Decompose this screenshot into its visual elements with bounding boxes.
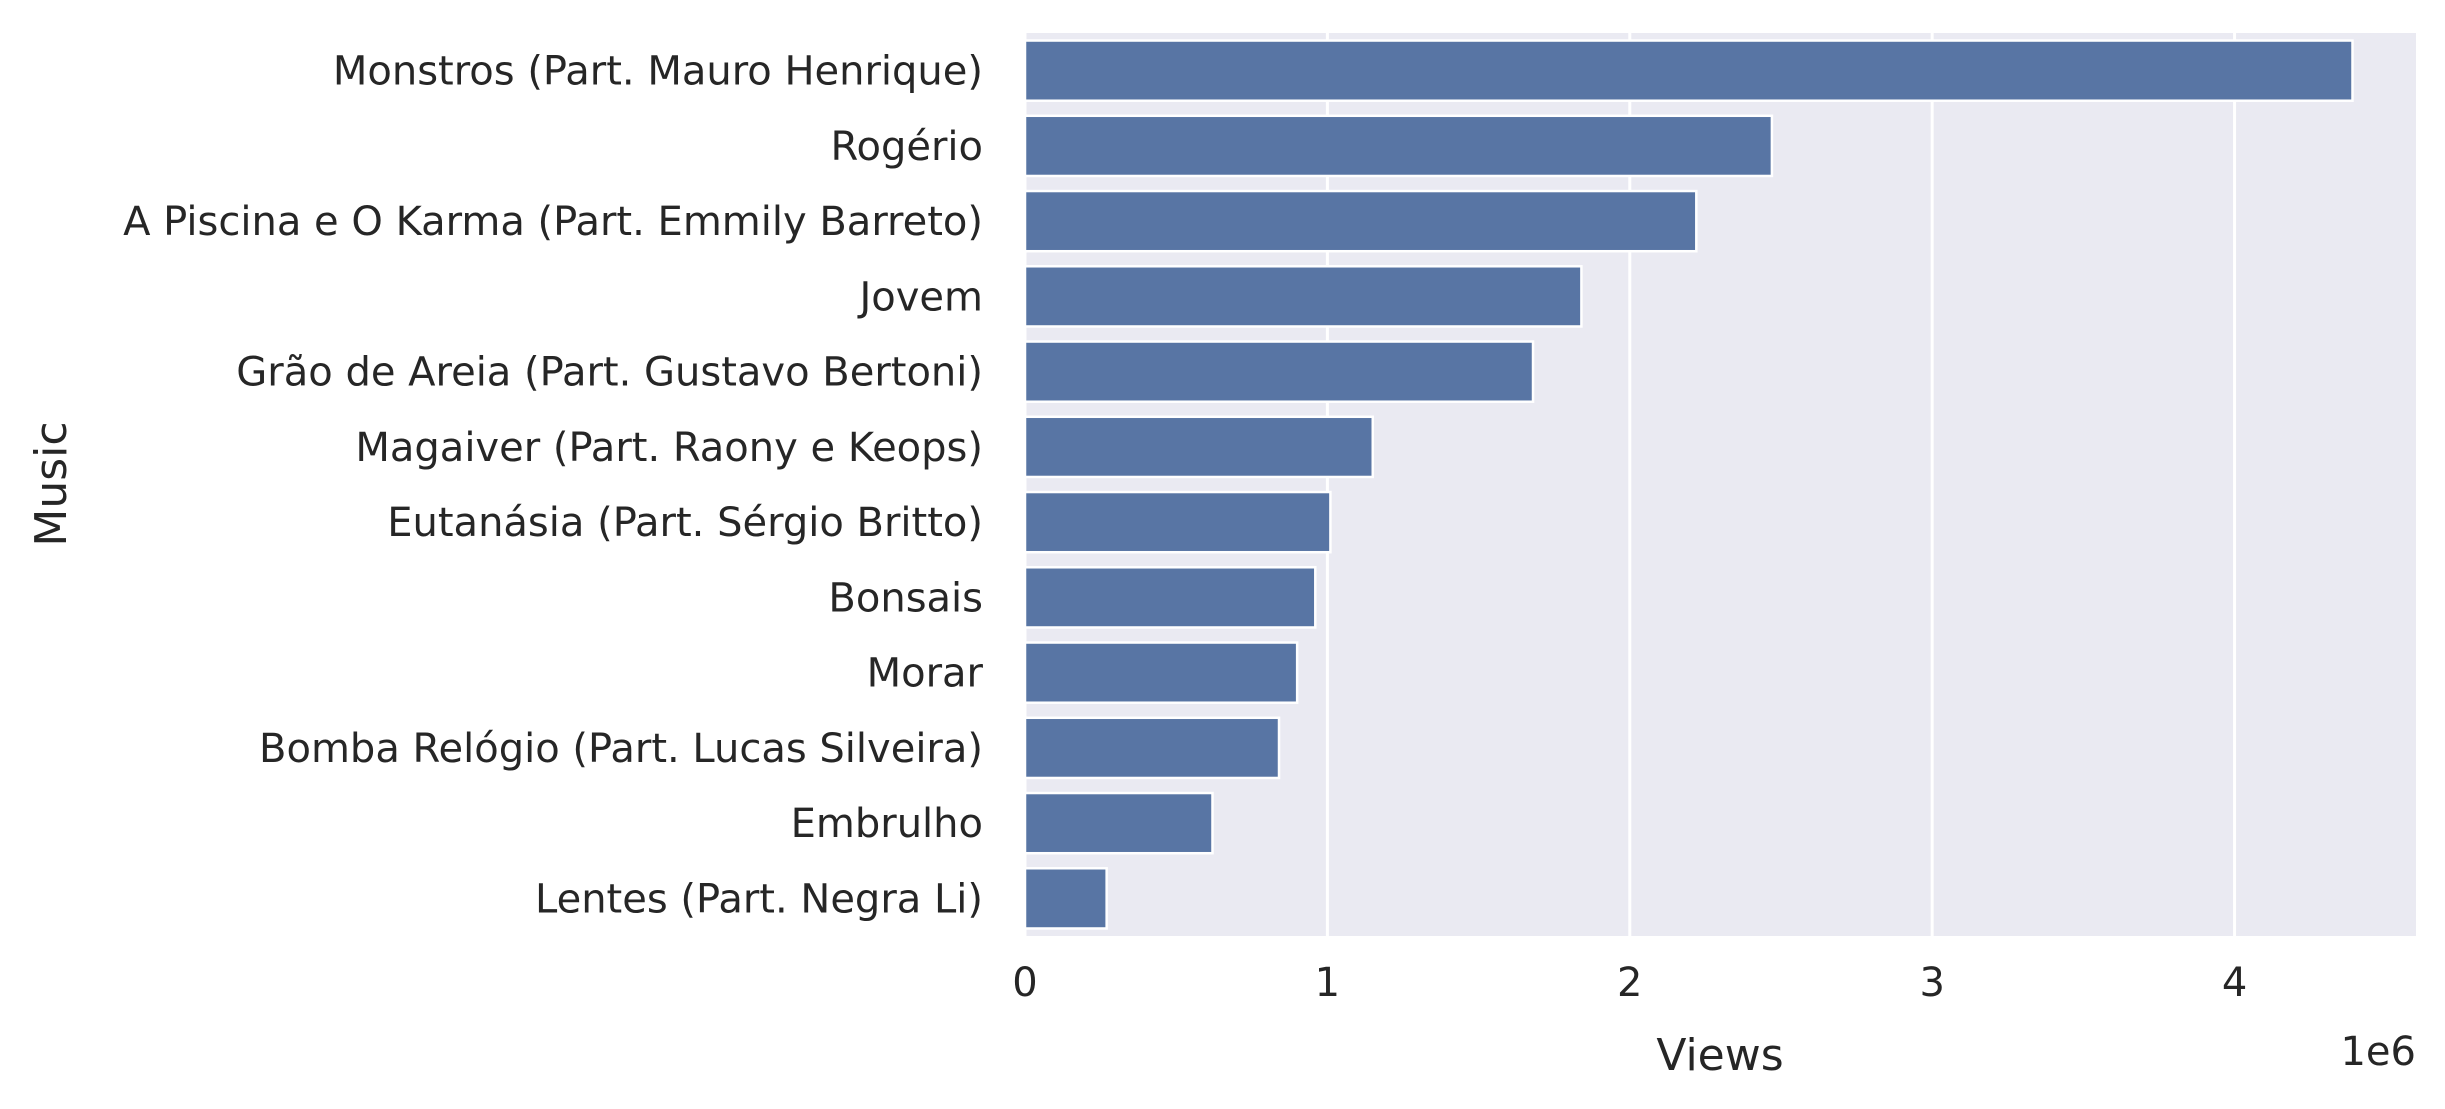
bar	[1023, 867, 1108, 930]
bar	[1023, 39, 2354, 102]
x-tick-label: 1	[1315, 960, 1340, 1006]
y-tick-label: Magaiver (Part. Raony e Keops)	[355, 425, 983, 471]
bar	[1023, 791, 1214, 855]
y-tick-labels: Monstros (Part. Mauro Henrique) Rogério A …	[123, 49, 983, 923]
bar	[1023, 114, 1774, 178]
x-tick-label: 2	[1617, 960, 1642, 1006]
y-tick-label: Jovem	[856, 274, 983, 320]
bar-layer	[1023, 39, 2354, 930]
y-tick-label: Rogério	[831, 124, 984, 170]
x-tick-label: 0	[1012, 960, 1037, 1006]
y-tick-label: Grão de Areia (Part. Gustavo Bertoni)	[236, 350, 983, 396]
x-tick-labels: 0 1 2 3 4	[1012, 960, 2247, 1006]
x-tick-label: 4	[2222, 960, 2247, 1006]
bar	[1023, 490, 1332, 554]
bar	[1023, 189, 1698, 253]
y-tick-label: Lentes (Part. Negra Li)	[535, 876, 983, 922]
y-tick-label: Bonsais	[828, 575, 983, 621]
bar	[1023, 641, 1299, 704]
y-tick-label: Bomba Relógio (Part. Lucas Silveira)	[259, 726, 983, 772]
plot-background	[1025, 33, 2416, 936]
y-axis-label: Music	[26, 421, 77, 546]
bar	[1023, 340, 1535, 403]
bar	[1023, 716, 1281, 780]
y-tick-label: Monstros (Part. Mauro Henrique)	[333, 49, 983, 95]
bar	[1023, 415, 1374, 479]
y-tick-label: Morar	[867, 651, 984, 697]
y-tick-label: Eutanásia (Part. Sérgio Britto)	[387, 500, 983, 546]
bar	[1023, 566, 1317, 629]
y-tick-label: A Piscina e O Karma (Part. Emmily Barret…	[123, 199, 983, 245]
grid-layer	[1023, 33, 2237, 936]
x-tick-label: 3	[1919, 960, 1944, 1006]
bar	[1023, 265, 1583, 328]
y-tick-label: Embrulho	[791, 801, 983, 847]
x-axis-label: Views	[1656, 1030, 1783, 1081]
x-axis-offset-label: 1e6	[2340, 1029, 2416, 1075]
